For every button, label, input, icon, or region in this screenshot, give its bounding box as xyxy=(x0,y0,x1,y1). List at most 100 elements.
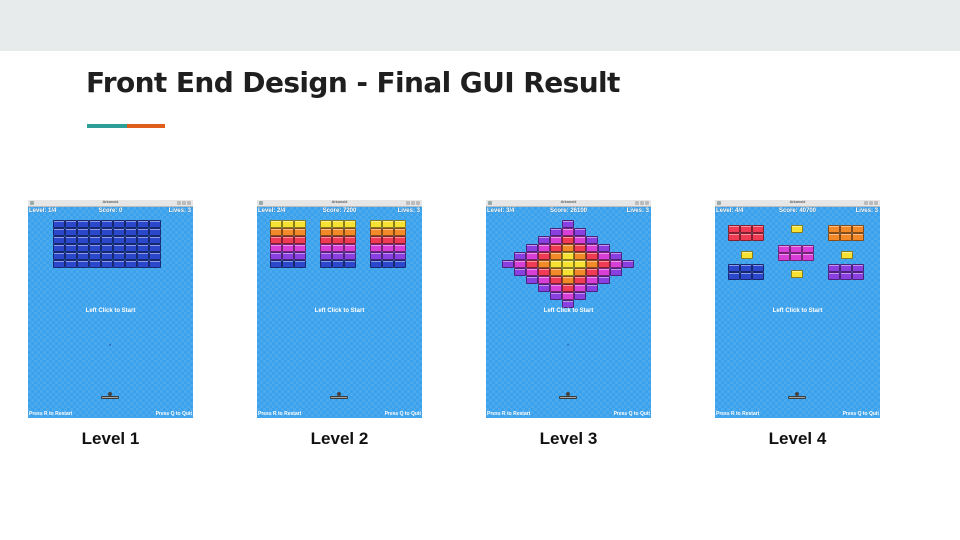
ball xyxy=(566,392,570,396)
brick xyxy=(562,284,574,292)
brick xyxy=(270,252,282,260)
brick xyxy=(125,260,137,268)
start-prompt: Left Click to Start xyxy=(85,308,136,314)
brick xyxy=(149,220,161,228)
window-close-icon[interactable] xyxy=(30,201,34,205)
brick xyxy=(802,253,814,261)
slide-title: Front End Design - Final GUI Result xyxy=(86,66,620,99)
brick xyxy=(370,244,382,252)
ball xyxy=(795,392,799,396)
game-board[interactable]: Level: 3/4 Score: 26100 Lives: 3 Left Cl… xyxy=(486,207,651,418)
brick xyxy=(550,228,562,236)
brick xyxy=(562,220,574,228)
game-screenshot-level-4: Arkanoid Level: 4/4 Score: 40700 Lives: … xyxy=(715,199,880,418)
brick xyxy=(514,268,526,276)
brick xyxy=(574,244,586,252)
brick xyxy=(728,233,740,241)
lives-display: Lives: 3 xyxy=(626,208,649,214)
brick xyxy=(53,220,65,228)
brick xyxy=(113,228,125,236)
paddle[interactable] xyxy=(788,396,806,399)
brick xyxy=(77,236,89,244)
window-close-icon[interactable] xyxy=(717,201,721,205)
brick xyxy=(270,236,282,244)
game-board[interactable]: Level: 2/4 Score: 7200 Lives: 3 Left Cli… xyxy=(257,207,422,418)
brick xyxy=(752,264,764,272)
brick xyxy=(282,244,294,252)
brick xyxy=(344,220,356,228)
window-controls[interactable] xyxy=(177,201,191,205)
brick xyxy=(852,225,864,233)
lives-display: Lives: 3 xyxy=(855,208,878,214)
game-board[interactable]: Level: 4/4 Score: 40700 Lives: 3 Left Cl… xyxy=(715,207,880,418)
window-controls[interactable] xyxy=(635,201,649,205)
brick xyxy=(840,225,852,233)
brick xyxy=(586,276,598,284)
brick xyxy=(394,244,406,252)
window-titlebar: Arkanoid xyxy=(257,199,422,207)
brick xyxy=(382,252,394,260)
brick xyxy=(149,228,161,236)
brick xyxy=(344,252,356,260)
brick xyxy=(137,228,149,236)
brick xyxy=(791,270,803,278)
brick xyxy=(538,284,550,292)
lives-display: Lives: 3 xyxy=(168,208,191,214)
window-close-icon[interactable] xyxy=(259,201,263,205)
paddle[interactable] xyxy=(101,396,119,399)
brick xyxy=(332,260,344,268)
brick xyxy=(382,236,394,244)
brick xyxy=(526,252,538,260)
brick xyxy=(370,260,382,268)
game-board[interactable]: Level: 1/4 Score: 0 Lives: 3 Left Click … xyxy=(28,207,193,418)
brick xyxy=(526,276,538,284)
brick xyxy=(382,220,394,228)
brick xyxy=(790,253,802,261)
paddle[interactable] xyxy=(330,396,348,399)
brick xyxy=(562,244,574,252)
brick xyxy=(728,264,740,272)
brick xyxy=(270,244,282,252)
window-controls[interactable] xyxy=(864,201,878,205)
brick xyxy=(791,225,803,233)
brick xyxy=(77,252,89,260)
brick xyxy=(53,236,65,244)
brick xyxy=(562,228,574,236)
brick xyxy=(125,220,137,228)
brick xyxy=(538,252,550,260)
brick xyxy=(332,252,344,260)
start-prompt: Left Click to Start xyxy=(314,308,365,314)
brick xyxy=(852,233,864,241)
brick xyxy=(802,245,814,253)
brick xyxy=(574,276,586,284)
brick xyxy=(344,260,356,268)
window-close-icon[interactable] xyxy=(488,201,492,205)
brick xyxy=(77,228,89,236)
brick xyxy=(101,252,113,260)
restart-hint: Press R to Restart xyxy=(258,411,302,417)
brick xyxy=(610,252,622,260)
brick xyxy=(125,252,137,260)
brick xyxy=(382,260,394,268)
window-controls[interactable] xyxy=(406,201,420,205)
lives-display: Lives: 3 xyxy=(397,208,420,214)
brick xyxy=(101,260,113,268)
brick xyxy=(320,260,332,268)
window-titlebar: Arkanoid xyxy=(715,199,880,207)
paddle[interactable] xyxy=(559,396,577,399)
brick xyxy=(65,260,77,268)
brick xyxy=(538,268,550,276)
brick xyxy=(574,284,586,292)
brick xyxy=(728,225,740,233)
brick xyxy=(598,260,610,268)
brick xyxy=(502,260,514,268)
brick xyxy=(344,244,356,252)
restart-hint: Press R to Restart xyxy=(29,411,73,417)
brick xyxy=(586,252,598,260)
brick xyxy=(740,272,752,280)
brick xyxy=(282,260,294,268)
brick xyxy=(574,228,586,236)
brick xyxy=(125,236,137,244)
brick xyxy=(65,228,77,236)
brick xyxy=(282,220,294,228)
